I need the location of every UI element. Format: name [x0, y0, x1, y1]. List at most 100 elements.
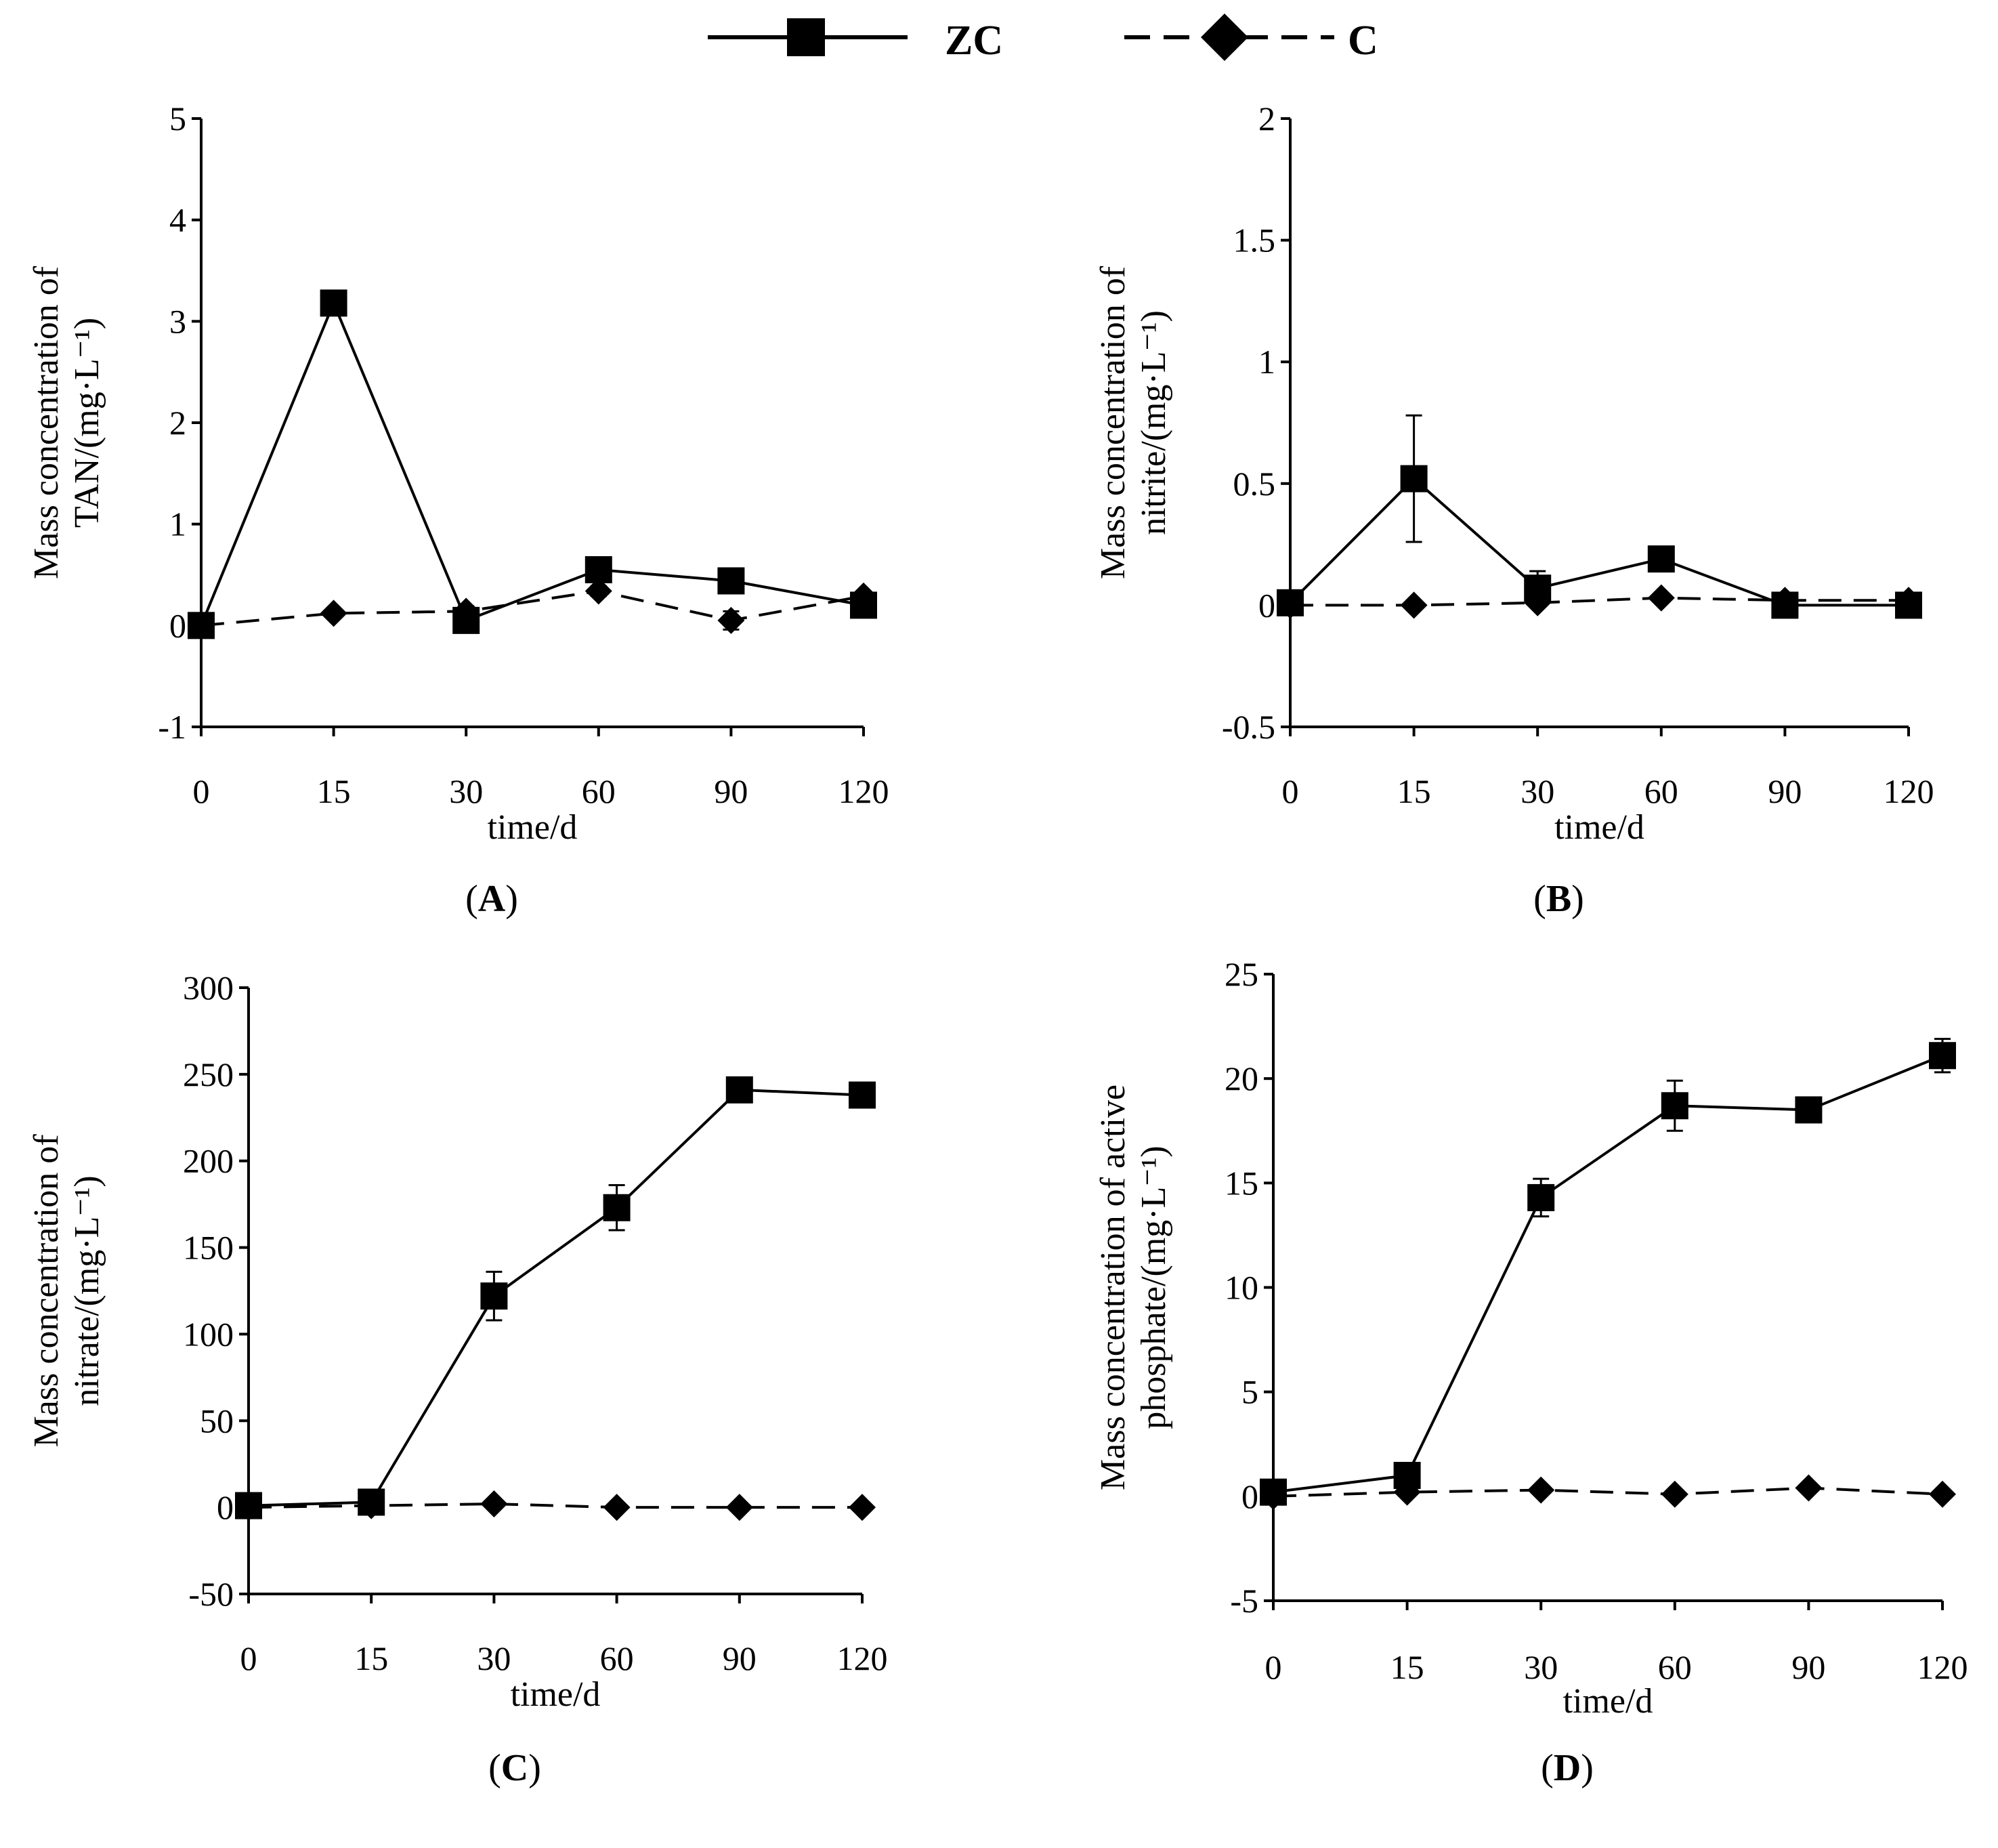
panel-a-zc-series-line: [200, 299, 864, 627]
panel-c-y-tick-label: 50: [200, 1402, 234, 1440]
panel-b-x-tick-label: 90: [1768, 772, 1802, 810]
panel-c-c-point: [849, 1494, 876, 1521]
panel-c-y-axis-title-line2: nitrate/(mg·L⁻¹): [68, 1175, 106, 1406]
panel-a-zc-point: [717, 567, 745, 595]
panel-d-label: (D): [1541, 1747, 1594, 1789]
panel-d-x-tick-label: 120: [1917, 1648, 1968, 1686]
panel-d-x-tick-label: 15: [1390, 1648, 1424, 1686]
panel-a-x-tick-label: 60: [582, 772, 616, 810]
legend-zc-label: ZC: [945, 18, 1003, 64]
panel-c-x-axis-title: time/d: [511, 1675, 601, 1714]
panel-b-y-tick-label: 1.5: [1233, 222, 1276, 259]
panel-a-y-tick-label: 4: [169, 201, 186, 239]
panel-a-x-tick-label: 90: [714, 772, 748, 810]
panel-a-y-tick-label: 2: [169, 404, 186, 442]
panel-d-zc-point: [1795, 1096, 1823, 1124]
panel-c-x-tick-label: 60: [600, 1639, 634, 1677]
panel-c-y-tick-label: 250: [183, 1055, 234, 1093]
panel-b-y-tick-label: -0.5: [1222, 708, 1275, 746]
panel-b-x-tick-label: 15: [1397, 772, 1431, 810]
panel-d-y-tick-label: 10: [1225, 1269, 1258, 1307]
panel-b-y-tick-label: 1: [1258, 343, 1275, 381]
panel-b-c-point: [1647, 584, 1675, 612]
panel-a-c-point: [188, 612, 215, 639]
panel-c-zc-point: [725, 1076, 753, 1104]
panel-b-c-point: [1400, 591, 1428, 619]
panel-a-c-series-line: [200, 589, 864, 627]
panel-a-y-tick-label: 5: [169, 100, 186, 138]
panel-c-x-tick-label: 15: [354, 1639, 388, 1677]
panel-a-c-point: [452, 597, 480, 625]
panel-c-c-point: [235, 1494, 262, 1521]
panel-a-y-tick-label: 3: [169, 302, 186, 340]
panel-b-c-series-line: [1290, 596, 1909, 607]
panel-c-zc-series-line: [248, 1088, 863, 1507]
panel-c-x-tick-label: 0: [240, 1639, 257, 1677]
panel-d-y-tick-label: -5: [1230, 1582, 1258, 1620]
legend-c-marker: [1201, 14, 1248, 61]
panel-d-zc-point: [1527, 1183, 1555, 1211]
panel-a-y-tick-label: 1: [169, 505, 186, 543]
panel-d-c-point: [1527, 1476, 1555, 1504]
panel-c-y-tick-label: -50: [188, 1575, 234, 1613]
panel-b-y-axis-title-line2: nitrite/(mg·L⁻¹): [1134, 310, 1173, 535]
panel-d-c-point: [1260, 1482, 1287, 1510]
panel-c-zc-point: [849, 1081, 876, 1109]
panel-d-y-tick-label: 25: [1225, 955, 1258, 993]
panel-d-x-tick-label: 0: [1265, 1648, 1282, 1686]
legend-c-label: C: [1348, 18, 1378, 64]
panel-d-c-point: [1661, 1480, 1688, 1508]
panel-b-c-point: [1771, 587, 1799, 614]
legend: ZC C: [708, 14, 1378, 64]
panel-c-x-tick-label: 90: [723, 1639, 757, 1677]
panel-a-x-tick-label: 0: [193, 772, 210, 810]
panel-a-x-axis-title: time/d: [488, 808, 578, 847]
panel-c-zc-point: [480, 1282, 508, 1310]
panel-c-c-series-line: [248, 1503, 862, 1509]
panel-c-y-tick-label: 100: [183, 1315, 234, 1353]
panel-b-x-tick-label: 60: [1644, 772, 1678, 810]
panel-c-label: (C): [488, 1747, 541, 1789]
panel-c-x-tick-label: 30: [477, 1639, 511, 1677]
panel-d-c-point: [1929, 1480, 1956, 1508]
panel-a-c-point: [584, 577, 612, 605]
panel-c-c-point: [480, 1490, 508, 1518]
panel-d-x-tick-label: 30: [1524, 1648, 1558, 1686]
panel-d-zc-point: [1929, 1042, 1956, 1070]
panel-c-y-tick-label: 200: [183, 1142, 234, 1180]
panel-c-c-point: [725, 1494, 753, 1521]
panel-d-c-point: [1795, 1474, 1823, 1502]
panel-b-y-tick-label: 0: [1258, 586, 1275, 624]
panel-d-y-axis-title-line1: Mass concentration of active: [1094, 1085, 1132, 1490]
panel-c-zc-point: [603, 1194, 631, 1221]
panel-a-c-point: [320, 600, 347, 627]
panel-a-c-point: [717, 606, 745, 634]
panel-b-x-axis-title: time/d: [1554, 808, 1644, 847]
panel-a-y-axis-title-line1: Mass concentration of: [27, 266, 66, 579]
panel-c-c-point: [603, 1494, 631, 1521]
panel-d-y-axis-title-line2: phosphate/(mg·L⁻¹): [1134, 1146, 1173, 1429]
panel-b-y-tick-label: 0.5: [1233, 465, 1276, 503]
panel-c-y-tick-label: 0: [217, 1488, 234, 1526]
panel-d-c-point: [1393, 1478, 1421, 1506]
panel-b-y-tick-label: 2: [1258, 100, 1275, 138]
panel-a-x-tick-label: 30: [449, 772, 483, 810]
panel-a-y-axis-title-line2: TAN/(mg·L⁻¹): [68, 318, 106, 528]
panel-d-x-tick-label: 90: [1791, 1648, 1825, 1686]
panel-b-y-axis-title-line1: Mass concentration of: [1094, 266, 1132, 579]
panel-b-zc-series-line: [1289, 476, 1909, 607]
panel-c-y-axis-title-line1: Mass concentration of: [27, 1134, 66, 1448]
chart-panel-b: -0.500.511.520 15 30 60 90 120 time/d Mass co…: [1094, 100, 1934, 920]
panel-b-zc-point: [1647, 545, 1675, 573]
panel-d-x-axis-title: time/d: [1563, 1682, 1653, 1721]
panel-d-y-tick-label: 15: [1225, 1164, 1258, 1202]
panel-d-y-tick-label: 5: [1241, 1373, 1258, 1411]
panel-b-x-tick-label: 120: [1884, 772, 1934, 810]
panel-c-y-tick-label: 300: [183, 969, 234, 1007]
panel-c-y-tick-label: 150: [183, 1229, 234, 1267]
panel-a-label: (A): [465, 878, 518, 920]
